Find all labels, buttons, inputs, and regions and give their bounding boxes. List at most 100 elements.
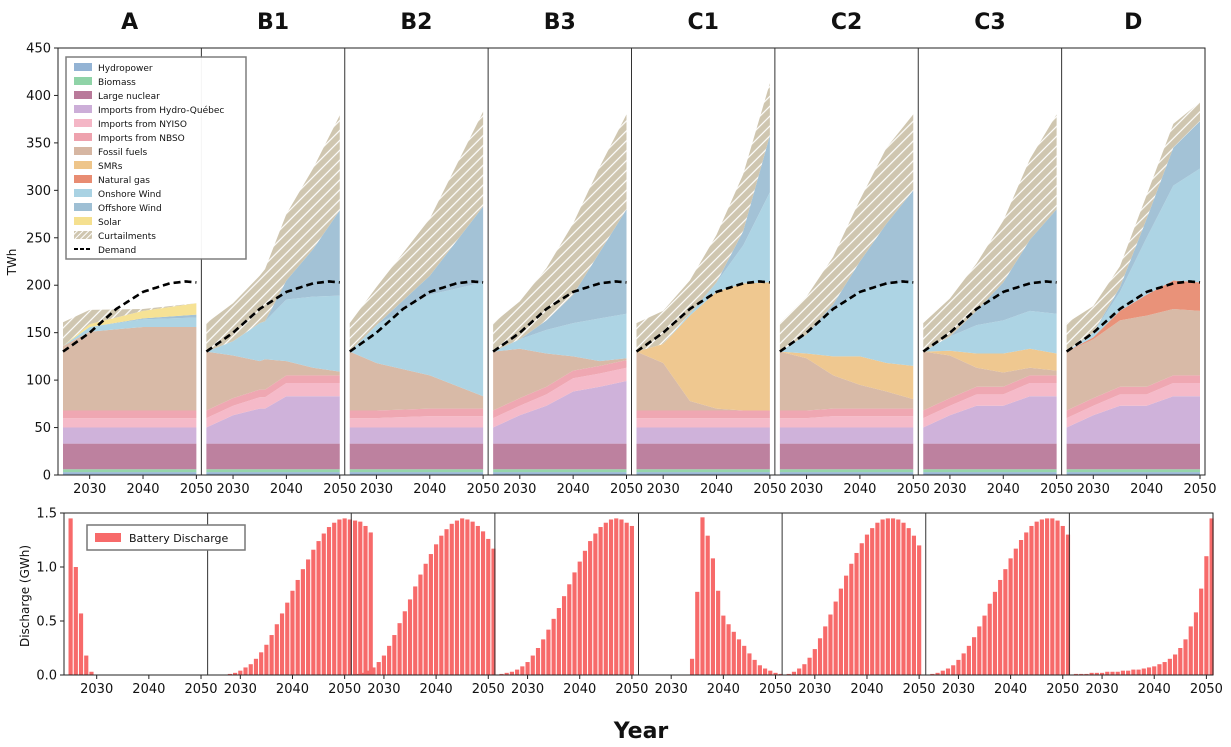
x-tick-label-a: 2040 — [126, 482, 159, 497]
bar-b3-2050 — [629, 525, 634, 675]
legend-label-imports-from-nyiso: Imports from NYISO — [98, 120, 187, 130]
area-d-imports-from-nbso — [1066, 375, 1200, 419]
area-a-onshore-wind — [63, 317, 197, 346]
legend-swatch-smrs — [74, 161, 92, 169]
legend-swatch-offshore-wind — [74, 203, 92, 211]
x-tick-label-d: 2030 — [1077, 482, 1110, 497]
bar-b2-2044 — [454, 520, 460, 675]
bar-c3-2037 — [992, 591, 998, 675]
bar-c3-2045 — [1034, 521, 1039, 675]
bar-x-tick-label-d: 2040 — [1138, 682, 1171, 697]
area-b3-onshore-wind — [493, 313, 627, 362]
bar-b2-2039 — [428, 554, 433, 675]
bar-y-tick-label: 0.0 — [36, 669, 57, 684]
energy-area-panels: A 2030 2040 2050 B1 2030 2040 2050 B2 2030 2040 205… — [26, 10, 1216, 497]
energy-legend-box — [65, 56, 247, 260]
bar-b1-2055 — [368, 532, 373, 675]
bar-c2-2048 — [906, 528, 911, 675]
bar-b2-2034 — [402, 611, 407, 675]
panel-b2: B2 2030 2040 2050 — [349, 10, 500, 497]
y-tick-label: 450 — [26, 42, 51, 57]
bar-y-tick-label: 0.5 — [36, 615, 57, 630]
bar-panel-c1: 2030 2040 2050 — [655, 517, 792, 697]
demand-line-d — [1065, 280, 1201, 353]
bar-panel-c2: 2030 2040 2050 — [786, 518, 936, 697]
bar-c1-2049 — [768, 670, 773, 675]
demand-line-c1 — [635, 280, 771, 353]
area-c1-offshore-wind — [636, 135, 770, 352]
bar-a-2029 — [89, 671, 94, 675]
bar-b2-2042 — [444, 529, 449, 675]
area-c2-offshore-wind — [779, 190, 914, 352]
bar-b2-2026 — [360, 672, 366, 675]
legend-label-fossil-fuels: Fossil fuels — [98, 148, 148, 158]
panel-d: D 2030 2040 2050 — [1065, 10, 1217, 497]
bar-d-2049 — [1199, 588, 1204, 675]
area-c3-biomass — [923, 469, 1057, 473]
area-a-offshore-wind — [63, 314, 197, 346]
area-c1-fossil-fuels — [636, 351, 770, 411]
legend-swatch-large-nuclear — [74, 91, 92, 99]
x-tick-label-c2: 2030 — [790, 482, 823, 497]
bar-b3-2049 — [624, 522, 629, 675]
bar-d-2034 — [1120, 670, 1126, 675]
legend-label-offshore-wind: Offshore Wind — [98, 204, 162, 214]
bar-c3-2040 — [1008, 558, 1013, 675]
bar-b3-2042 — [588, 541, 593, 675]
bar-c2-2028 — [802, 664, 807, 675]
bar-b3-2043 — [593, 533, 598, 675]
x-tick-label-b3: 2040 — [557, 482, 590, 497]
bar-b2-2046 — [465, 519, 470, 675]
bar-c2-2035 — [838, 588, 843, 675]
area-a-imports-from-nbso — [63, 410, 197, 419]
bar-d-2045 — [1178, 648, 1183, 675]
legends: Hydropower Biomass Large nuclear Imports fr… — [65, 56, 247, 551]
panel-c2: C2 2030 2040 2050 — [779, 10, 930, 497]
area-b1-onshore-wind — [206, 295, 340, 372]
area-b2-fossil-fuels — [349, 351, 484, 411]
demand-line-c3 — [922, 280, 1057, 353]
bar-c2-2031 — [817, 638, 823, 675]
area-b1-fossil-fuels — [206, 351, 340, 411]
bar-b2-2033 — [397, 623, 402, 675]
bar-a-2028 — [84, 655, 89, 675]
bar-b1-2042 — [300, 569, 305, 675]
area-b2-onshore-wind — [349, 282, 484, 397]
bar-b1-2053 — [358, 521, 363, 675]
x-tick-label-a: 2050 — [180, 482, 213, 497]
bar-b2-2047 — [470, 521, 475, 675]
bar-c3-2036 — [987, 603, 992, 675]
bar-c3-2044 — [1029, 525, 1034, 675]
legend-swatch-hydropower — [74, 63, 92, 71]
bar-d-2026 — [1079, 673, 1084, 675]
area-d-imports-from-hydro-quebec — [1066, 396, 1200, 444]
bar-panel-a: 2030 2040 2050 — [68, 518, 218, 697]
area-c1-onshore-wind — [636, 192, 770, 352]
bar-panel-b3: 2030 2040 2050 — [499, 518, 648, 697]
legend-label-large-nuclear: Large nuclear — [98, 92, 160, 102]
bar-x-tick-label-b3: 2030 — [511, 682, 544, 697]
panel-b3: B3 2030 2040 2050 — [492, 10, 643, 497]
bar-b2-2038 — [423, 563, 428, 675]
bar-c2-2050 — [917, 545, 922, 675]
bar-d-2037 — [1136, 669, 1141, 675]
bar-x-tick-label-c2: 2030 — [798, 682, 831, 697]
bar-x-tick-label-b1: 2040 — [276, 682, 309, 697]
area-c1-curtailments — [636, 83, 770, 352]
bar-c2-2044 — [885, 518, 890, 675]
bar-d-2043 — [1167, 658, 1172, 675]
x-tick-label-b1: 2050 — [323, 482, 356, 497]
area-b1-hydropower — [206, 472, 340, 475]
bar-c1-2040 — [721, 615, 726, 675]
area-a-solar — [63, 303, 197, 346]
bar-x-tick-label-c3: 2050 — [1046, 682, 1079, 697]
panel-title-c2: C2 — [831, 10, 862, 35]
bar-d-2025 — [1073, 673, 1079, 675]
area-c2-imports-from-nyiso — [779, 416, 914, 428]
legend-label-curtailments: Curtailments — [98, 232, 156, 242]
area-a-imports-from-nyiso — [63, 418, 197, 428]
bar-c3-2031 — [961, 653, 966, 675]
area-b3-large-nuclear — [493, 443, 627, 470]
bar-x-tick-label-c2: 2040 — [850, 682, 883, 697]
bar-b1-2054 — [363, 525, 368, 675]
